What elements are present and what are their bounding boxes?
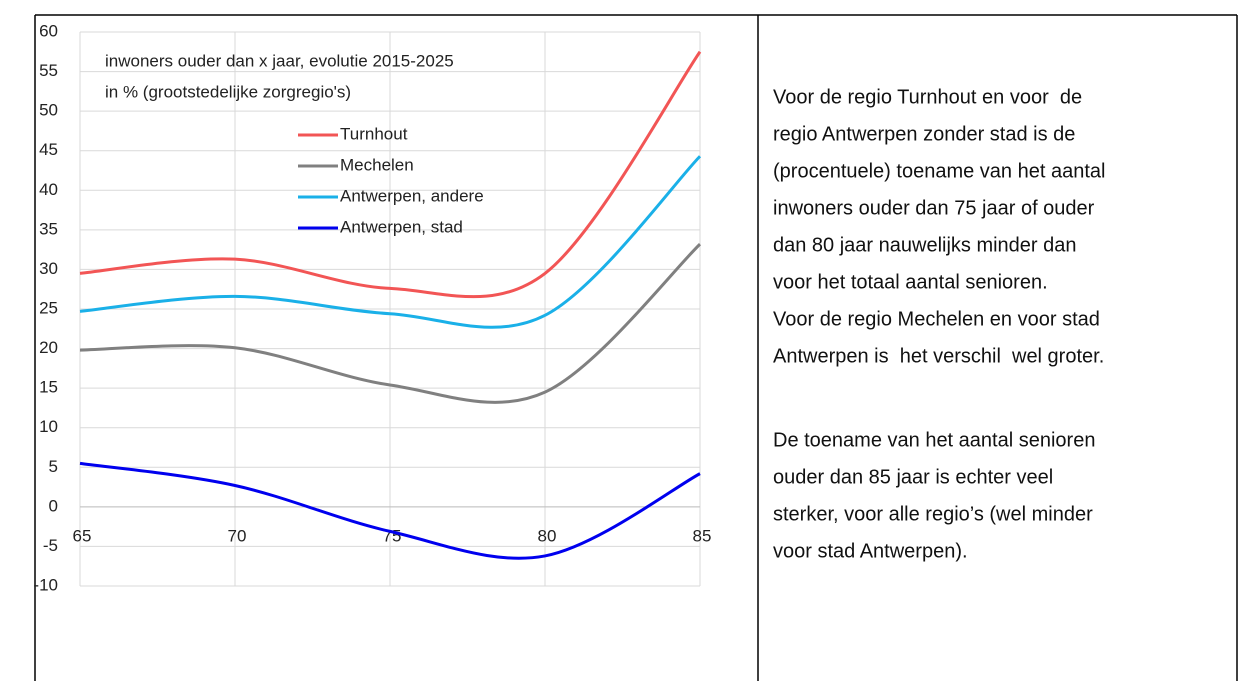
series-line	[79, 243, 702, 404]
paragraph-line: regio Antwerpen zonder stad is de	[773, 123, 1075, 145]
paragraph-line: De toename van het aantal senioren	[773, 429, 1095, 451]
x-tick-label: 85	[693, 526, 712, 545]
y-tick-label: 35	[39, 219, 58, 238]
paragraph-line: ouder dan 85 jaar is echter veel	[773, 466, 1053, 488]
series-line	[79, 155, 702, 329]
legend-label: Turnhout	[340, 124, 408, 143]
x-tick-label: 70	[228, 526, 247, 545]
chart-title: in % (grootstedelijke zorgregio's)	[105, 82, 351, 101]
paragraph-line: Antwerpen is het verschil wel groter.	[773, 345, 1104, 367]
paragraph-line: voor stad Antwerpen).	[773, 540, 968, 562]
y-tick-label: 25	[39, 298, 58, 317]
y-tick-label: 50	[39, 101, 58, 120]
x-tick-label: 65	[73, 526, 92, 545]
legend-label: Mechelen	[340, 155, 414, 174]
paragraph-line: Voor de regio Mechelen en voor stad	[773, 308, 1100, 330]
series-line	[79, 461, 701, 560]
paragraph-line: Voor de regio Turnhout en voor de	[773, 86, 1082, 108]
y-tick-label: 0	[49, 496, 58, 515]
legend-label: Antwerpen, stad	[340, 217, 463, 236]
y-tick-label: 55	[39, 61, 58, 80]
legend-label: Antwerpen, andere	[340, 186, 484, 205]
y-tick-label: 45	[39, 140, 58, 159]
paragraph-line: sterker, voor alle regio’s (wel minder	[773, 503, 1093, 525]
y-tick-label: 30	[39, 259, 58, 278]
y-tick-label: 5	[49, 457, 58, 476]
y-tick-label: 20	[39, 338, 58, 357]
y-tick-label: -10	[33, 575, 58, 594]
y-tick-label: 60	[39, 21, 58, 40]
x-tick-label: 80	[538, 526, 557, 545]
paragraph-line: (procentuele) toename van het aantal	[773, 160, 1105, 182]
y-tick-label: 40	[39, 180, 58, 199]
paragraph-line: inwoners ouder dan 75 jaar of ouder	[773, 197, 1095, 219]
y-tick-label: 10	[39, 417, 58, 436]
paragraph-line: voor het totaal aantal senioren.	[773, 271, 1048, 293]
paragraph-line: dan 80 jaar nauwelijks minder dan	[773, 234, 1077, 256]
y-tick-label: -5	[43, 536, 58, 555]
series-line	[79, 50, 702, 299]
chart-title: inwoners ouder dan x jaar, evolutie 2015…	[105, 51, 454, 70]
y-tick-label: 15	[39, 378, 58, 397]
